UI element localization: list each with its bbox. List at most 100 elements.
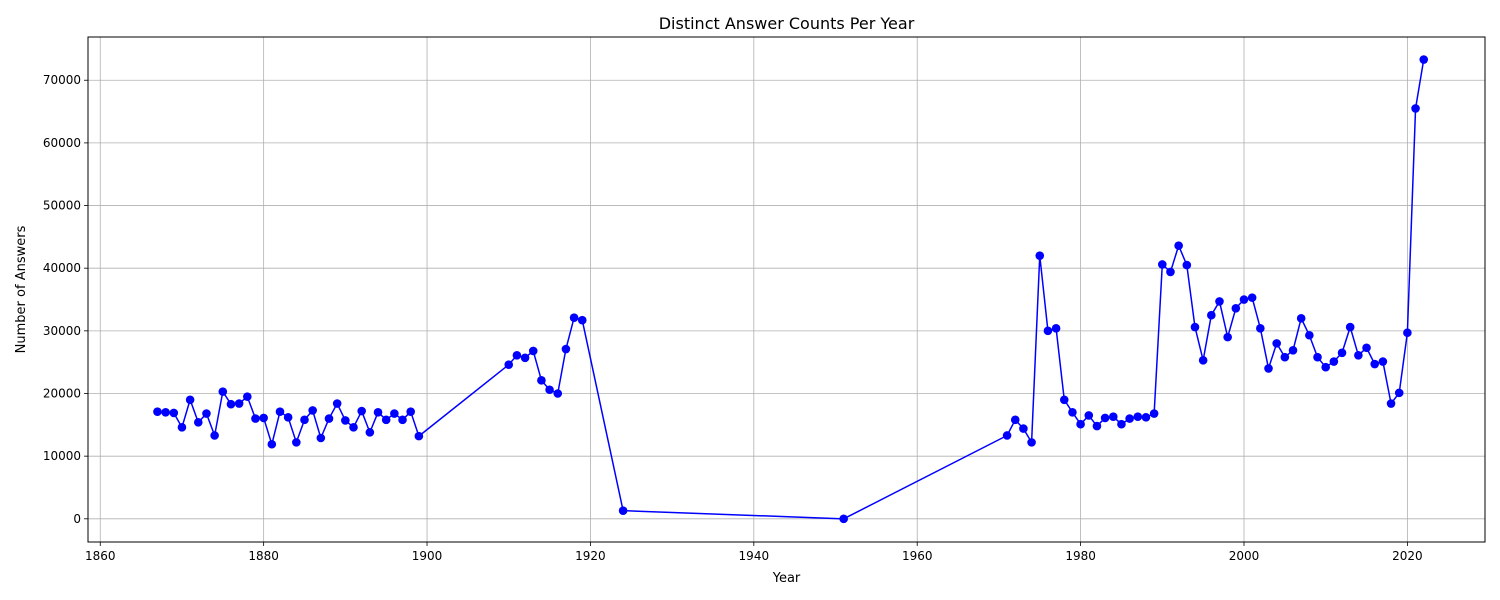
data-point xyxy=(1019,424,1028,433)
data-point xyxy=(300,415,309,425)
data-point xyxy=(1092,421,1102,431)
data-point xyxy=(1239,295,1249,304)
data-point xyxy=(341,416,350,425)
data-point xyxy=(1158,260,1167,269)
data-point xyxy=(398,415,407,425)
y-tick-label: 20000 xyxy=(43,387,81,401)
data-point xyxy=(561,344,571,354)
x-tick-label: 1940 xyxy=(739,549,770,563)
data-point xyxy=(169,408,179,418)
data-point xyxy=(1215,297,1224,306)
y-tick-label: 70000 xyxy=(43,73,81,87)
data-point xyxy=(324,414,334,423)
data-point xyxy=(520,353,530,363)
data-point xyxy=(1068,408,1077,417)
data-point xyxy=(365,428,375,437)
data-point xyxy=(1125,414,1134,423)
data-point xyxy=(1296,314,1306,323)
data-point xyxy=(226,399,236,409)
data-point xyxy=(308,406,317,415)
data-point xyxy=(1141,413,1151,422)
data-point xyxy=(1117,419,1126,429)
data-point xyxy=(1394,388,1404,398)
data-point xyxy=(1002,431,1012,440)
data-point xyxy=(1231,303,1241,313)
data-point xyxy=(537,376,546,385)
data-point xyxy=(1329,357,1339,366)
data-point xyxy=(1378,357,1388,366)
data-point xyxy=(243,392,252,401)
data-point xyxy=(577,315,587,325)
y-tick-label: 10000 xyxy=(43,449,81,463)
y-tick-label: 0 xyxy=(73,512,81,526)
data-point xyxy=(267,439,277,449)
x-tick-label: 1900 xyxy=(412,549,443,563)
data-point xyxy=(545,385,554,395)
data-point xyxy=(1133,412,1143,421)
data-point xyxy=(414,431,424,441)
data-point xyxy=(1419,55,1429,64)
data-point xyxy=(283,413,293,422)
data-point xyxy=(1264,364,1273,373)
data-point xyxy=(1051,324,1061,333)
data-point xyxy=(1411,104,1420,113)
x-tick-label: 1980 xyxy=(1065,549,1096,563)
x-tick-label: 1860 xyxy=(85,549,116,563)
data-point xyxy=(1288,345,1298,355)
data-point xyxy=(1272,339,1281,348)
data-point xyxy=(504,360,514,369)
x-tick-label: 2000 xyxy=(1229,549,1260,563)
data-point xyxy=(618,506,628,515)
data-point xyxy=(1337,348,1347,358)
plot-frame xyxy=(87,36,1486,543)
data-point xyxy=(1149,409,1159,418)
data-point xyxy=(1076,419,1085,429)
data-point xyxy=(1403,328,1412,338)
data-point xyxy=(357,406,366,416)
y-axis-label: Number of Answers xyxy=(14,225,29,353)
data-point xyxy=(1313,352,1322,362)
data-point xyxy=(1345,322,1355,332)
data-point xyxy=(1321,362,1330,372)
data-point xyxy=(234,399,244,408)
data-point xyxy=(185,395,195,405)
data-point xyxy=(316,433,326,443)
data-point xyxy=(177,423,187,432)
data-point xyxy=(1100,413,1110,423)
data-point xyxy=(1280,352,1290,362)
grid xyxy=(88,37,1485,542)
data-point xyxy=(553,389,563,398)
x-tick-label: 2020 xyxy=(1392,549,1423,563)
data-point xyxy=(390,409,399,418)
data-point xyxy=(349,423,358,432)
data-point xyxy=(1010,415,1020,425)
data-point xyxy=(1027,438,1036,447)
data-point xyxy=(1043,326,1053,336)
data-point xyxy=(218,387,228,396)
data-point xyxy=(1084,411,1094,420)
data-point xyxy=(1207,310,1216,320)
data-point xyxy=(259,413,268,423)
data-point xyxy=(332,399,342,408)
data-point xyxy=(528,346,538,356)
series-markers xyxy=(153,55,1429,524)
data-point xyxy=(569,313,579,322)
data-point xyxy=(1256,324,1265,333)
data-point xyxy=(1108,412,1118,421)
data-point xyxy=(406,407,415,416)
x-tick-label: 1920 xyxy=(575,549,606,563)
y-tick-label: 50000 xyxy=(43,199,81,213)
data-point xyxy=(1247,293,1257,302)
data-point xyxy=(1386,399,1396,408)
data-point xyxy=(161,408,170,417)
data-point xyxy=(153,407,162,416)
data-point xyxy=(1370,359,1380,369)
data-point xyxy=(512,350,522,360)
data-point xyxy=(292,438,301,447)
data-point xyxy=(1223,332,1232,342)
data-point xyxy=(1059,395,1069,405)
data-point xyxy=(202,409,211,418)
data-point xyxy=(1035,251,1045,260)
data-point xyxy=(373,408,383,417)
